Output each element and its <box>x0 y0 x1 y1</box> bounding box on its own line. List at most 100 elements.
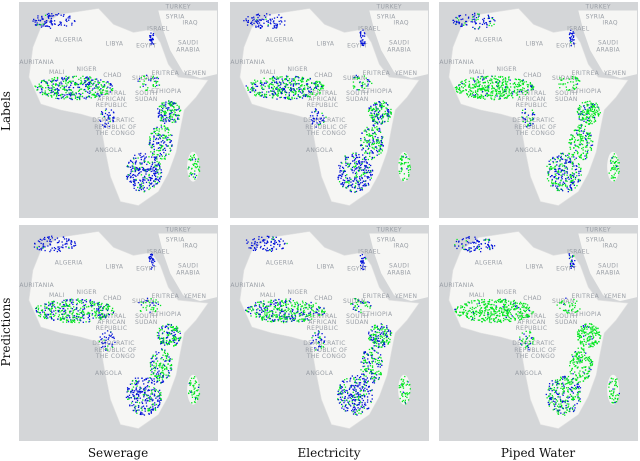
dot-positive <box>45 81 47 83</box>
dot-negative <box>270 20 272 22</box>
dot-negative <box>156 126 158 129</box>
dot-negative <box>150 411 152 413</box>
dot-negative <box>55 80 58 82</box>
dot-negative <box>247 21 250 23</box>
dot-positive <box>590 115 592 117</box>
dot-negative <box>354 179 356 181</box>
dot-negative <box>138 169 140 171</box>
dot-negative <box>46 81 48 83</box>
dot-positive <box>174 120 177 122</box>
dot-negative <box>65 246 67 248</box>
dot-negative <box>342 171 345 174</box>
dot-negative <box>63 24 66 26</box>
dot-negative <box>32 20 34 22</box>
map-label: LIBYA <box>317 40 335 47</box>
dot-positive <box>51 305 54 307</box>
dot-positive <box>354 166 356 168</box>
dot-negative <box>458 84 460 87</box>
dot-negative <box>360 41 362 43</box>
dot-negative <box>263 14 266 17</box>
dot-negative <box>88 96 91 98</box>
dot-negative <box>259 24 262 26</box>
dot-positive <box>91 301 94 303</box>
dot-negative <box>259 19 262 21</box>
dot-negative <box>97 303 99 305</box>
dot-positive <box>482 87 484 89</box>
dot-negative <box>159 109 161 111</box>
dot-positive <box>153 130 155 132</box>
map-label: ISRAEL <box>147 25 170 32</box>
dot-negative <box>166 336 169 338</box>
dot-negative <box>141 406 143 408</box>
dot-positive <box>579 127 582 129</box>
dot-negative <box>364 33 366 35</box>
dot-negative <box>309 91 311 93</box>
dot-negative <box>554 158 556 161</box>
dot-positive <box>359 168 361 170</box>
dot-negative <box>365 130 367 132</box>
dot-positive <box>546 178 549 180</box>
dot-positive <box>152 403 154 405</box>
dot-negative <box>131 404 133 407</box>
dot-negative <box>78 86 81 89</box>
dot-positive <box>65 303 68 305</box>
dot-positive <box>348 182 350 184</box>
dot-negative <box>360 137 362 140</box>
dot-negative <box>465 14 467 16</box>
dot-negative <box>155 156 158 158</box>
dot-negative <box>161 110 163 112</box>
dot-negative <box>95 85 97 87</box>
dot-positive <box>578 134 580 136</box>
dot-positive <box>501 81 504 84</box>
dot-positive <box>160 117 162 120</box>
dot-positive <box>504 80 506 82</box>
dot-positive <box>572 86 574 89</box>
dot-positive <box>526 90 528 92</box>
dot-positive <box>65 91 67 94</box>
dot-negative <box>255 25 257 27</box>
dot-positive <box>498 81 500 84</box>
dot-positive <box>547 174 550 176</box>
map-label: YEMEN <box>183 70 206 77</box>
dot-positive <box>86 306 88 308</box>
dot-positive <box>188 390 191 392</box>
dot-negative <box>151 360 154 363</box>
dot-positive <box>149 362 152 364</box>
map-label: REPUBLIC OF <box>94 347 137 354</box>
dot-positive <box>488 79 491 82</box>
dot-positive <box>48 92 50 95</box>
dot-negative <box>493 19 495 21</box>
dot-positive <box>280 82 282 84</box>
dot-positive <box>372 129 374 131</box>
dot-negative <box>154 260 156 263</box>
dot-negative <box>50 23 53 25</box>
dot-negative <box>101 112 103 114</box>
dot-negative <box>130 171 132 173</box>
dot-negative <box>156 143 158 145</box>
dot-positive <box>102 307 104 309</box>
dot-positive <box>458 89 461 91</box>
dot-positive <box>523 87 525 90</box>
dot-negative <box>354 177 356 179</box>
dot-positive <box>160 147 162 150</box>
dot-negative <box>382 145 384 147</box>
dot-positive <box>154 165 156 168</box>
dot-negative <box>254 89 257 91</box>
dot-positive <box>135 379 137 382</box>
dot-positive <box>157 375 159 377</box>
dot-positive <box>92 83 94 85</box>
dot-negative <box>173 341 176 344</box>
dot-positive <box>382 136 384 138</box>
dot-negative <box>359 187 361 190</box>
dot-positive <box>574 129 576 131</box>
dot-positive <box>478 27 480 29</box>
dot-negative <box>312 115 314 117</box>
dot-negative <box>319 118 321 120</box>
dot-positive <box>364 139 366 141</box>
dot-negative <box>559 160 561 162</box>
dot-negative <box>54 248 57 250</box>
dot-negative <box>51 15 53 17</box>
dot-positive <box>480 76 482 78</box>
dot-positive <box>173 102 175 105</box>
dot-negative <box>351 169 353 171</box>
